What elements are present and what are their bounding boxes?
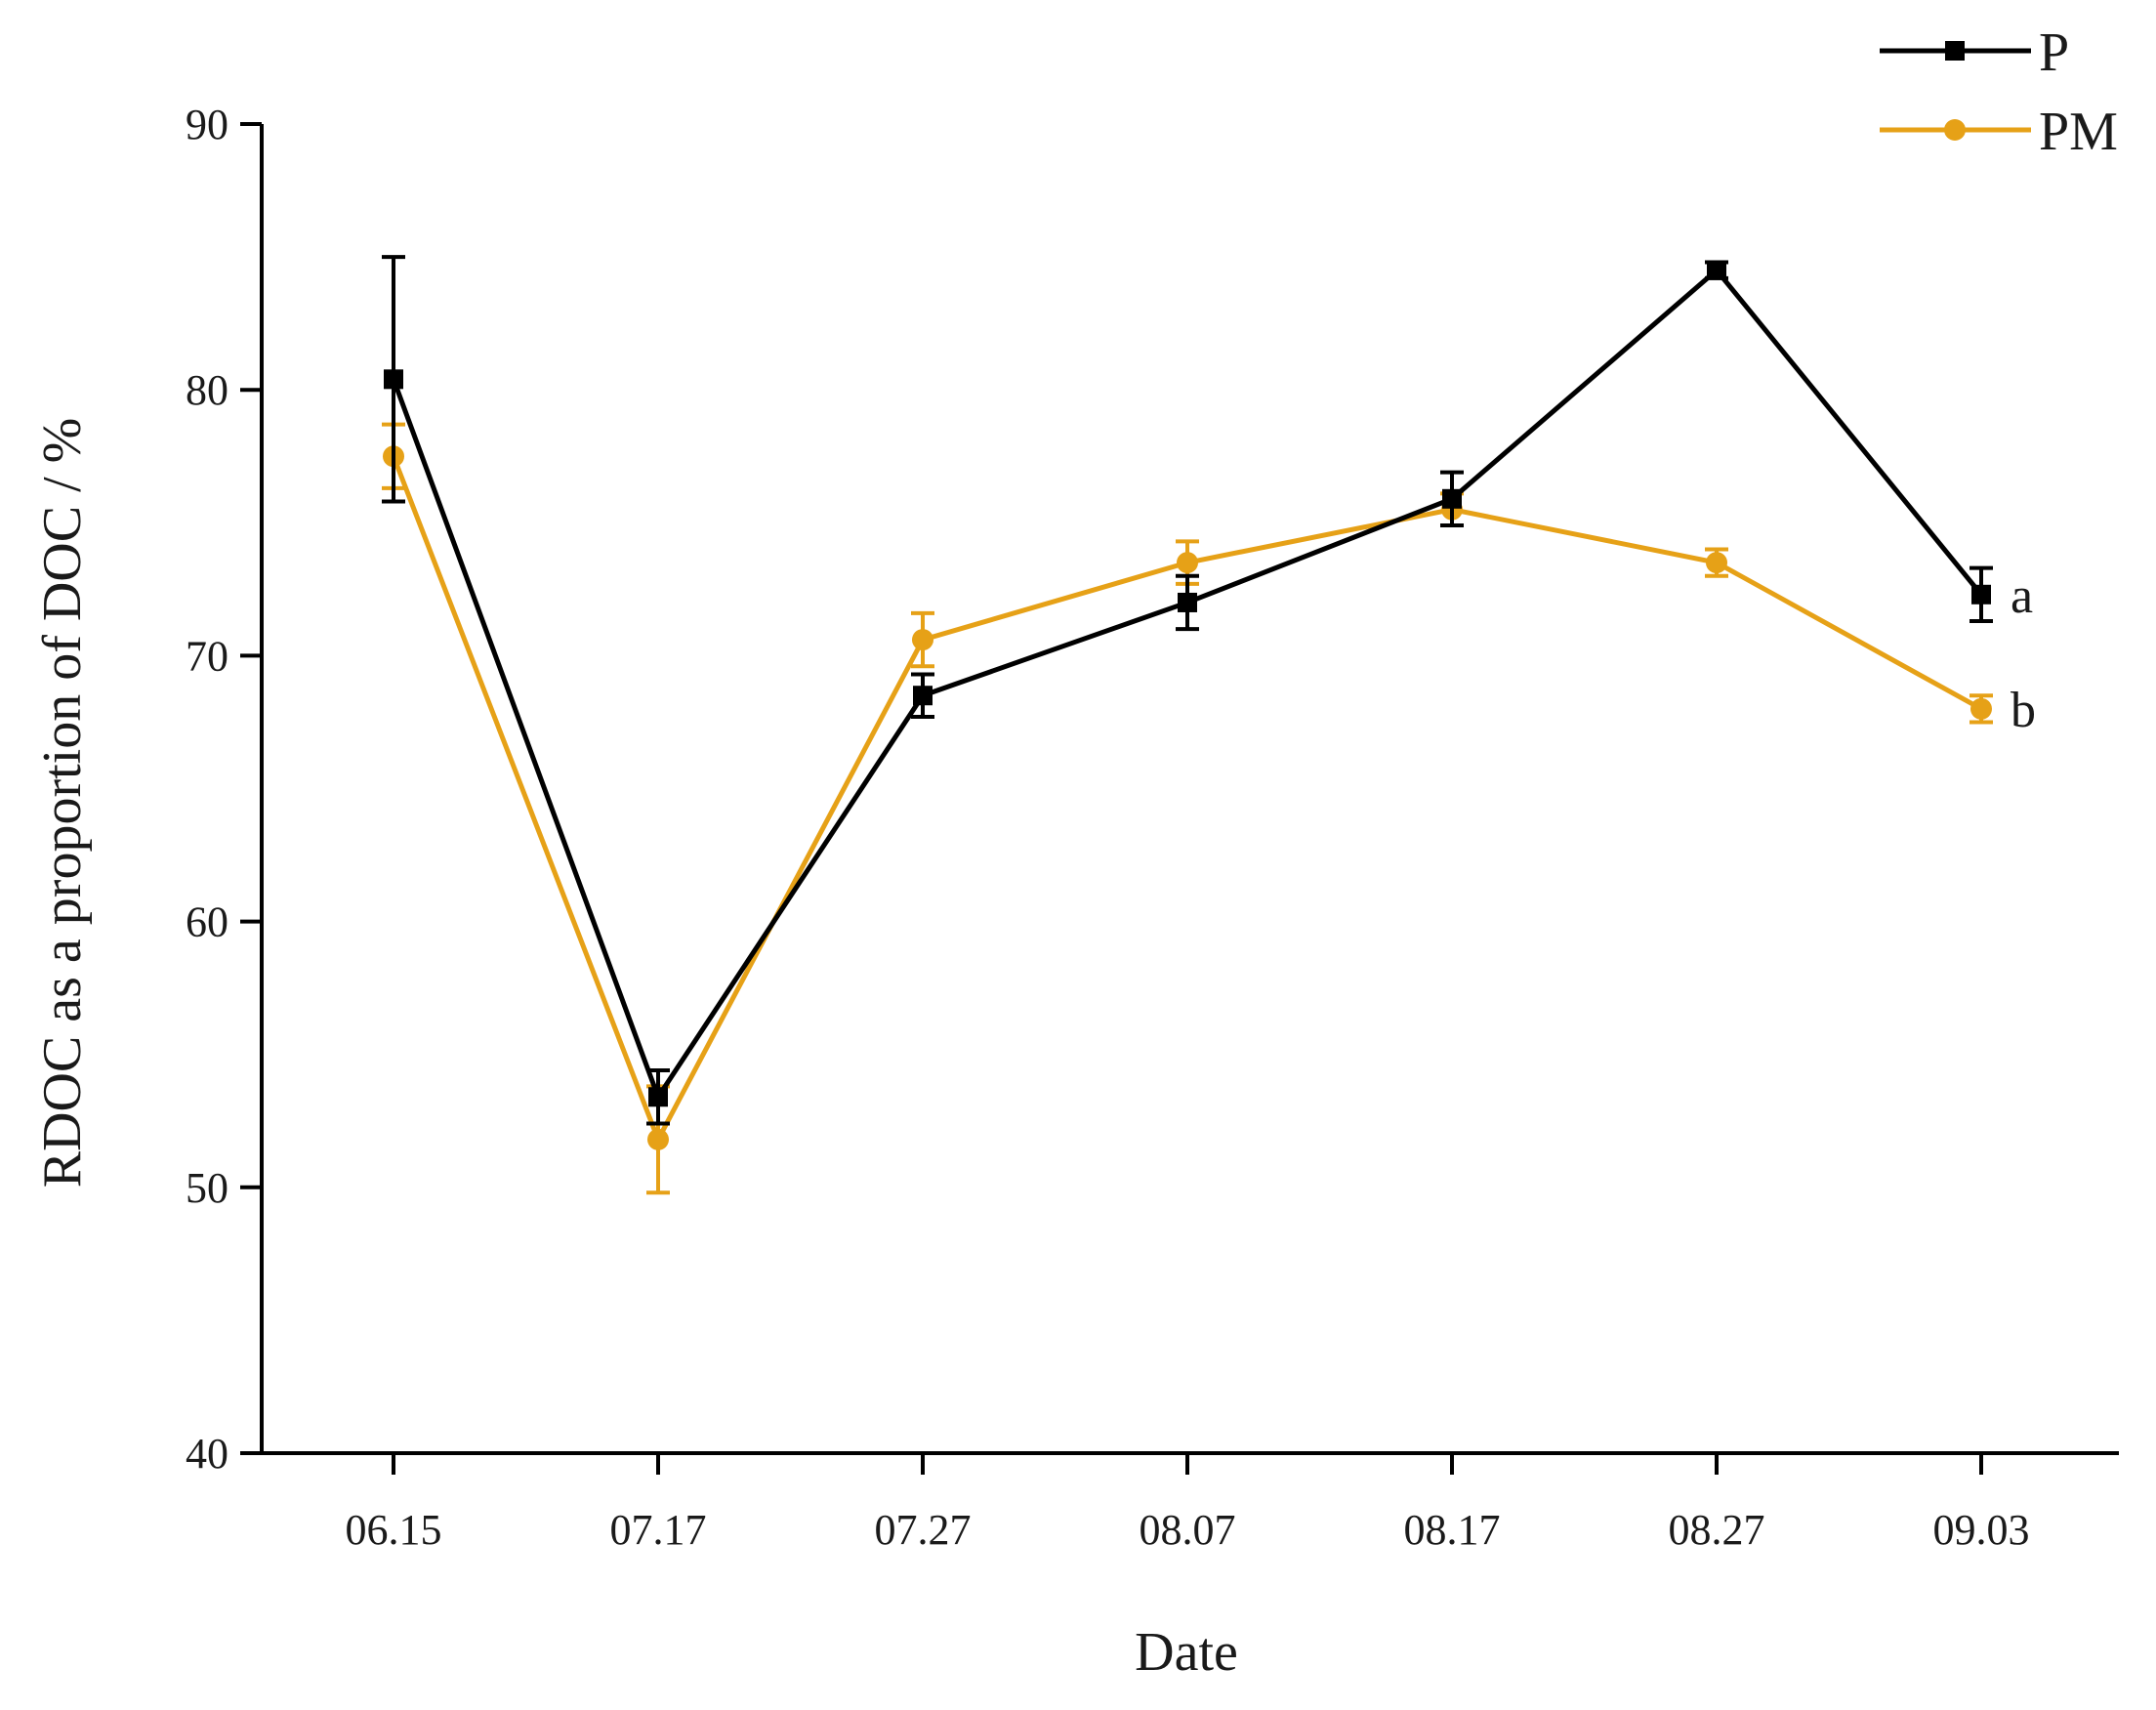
data-point bbox=[912, 629, 933, 651]
significance-label: a bbox=[2011, 568, 2033, 624]
data-point bbox=[1706, 552, 1727, 574]
data-point bbox=[1970, 697, 1992, 720]
x-tick-label: 08.27 bbox=[1669, 1506, 1765, 1554]
y-tick-label: 70 bbox=[186, 632, 228, 680]
legend-item-p: P bbox=[1880, 22, 2069, 83]
data-point bbox=[647, 1128, 669, 1150]
legend: P PM bbox=[1880, 22, 2118, 162]
x-tick-label: 07.27 bbox=[875, 1506, 972, 1554]
x-axis-title: Date bbox=[1135, 1622, 1238, 1683]
axes-layer: 40 50 60 70 80 90 06.15 07.17 07.27 08.07 08.17 08.… bbox=[186, 101, 2119, 1554]
legend-label: PM bbox=[2039, 102, 2118, 162]
x-tick-label: 08.17 bbox=[1404, 1506, 1501, 1554]
x-tick-label: 07.17 bbox=[610, 1506, 707, 1554]
data-point bbox=[384, 369, 403, 390]
data-point bbox=[1707, 260, 1726, 280]
data-point bbox=[1178, 592, 1197, 612]
y-tick-label: 50 bbox=[186, 1164, 228, 1212]
legend-label: P bbox=[2039, 22, 2069, 83]
series-layer: ba bbox=[382, 255, 2036, 1195]
y-tick-label: 40 bbox=[186, 1430, 228, 1478]
series-p: a bbox=[382, 255, 2033, 1126]
x-tick-label: 06.15 bbox=[346, 1506, 442, 1554]
significance-label: b bbox=[2011, 683, 2036, 738]
series-line bbox=[391, 267, 1983, 1103]
x-tick-label: 09.03 bbox=[1933, 1506, 2030, 1554]
data-point bbox=[648, 1087, 668, 1107]
data-point bbox=[1442, 488, 1462, 509]
series-pm: b bbox=[382, 422, 2036, 1195]
y-tick-label: 80 bbox=[186, 366, 228, 414]
y-axis-title: RDOC as a proportion of DOC / % bbox=[32, 418, 93, 1189]
legend-item-pm: PM bbox=[1880, 102, 2118, 162]
y-tick-label: 90 bbox=[186, 101, 228, 148]
legend-marker bbox=[1945, 41, 1965, 61]
data-point bbox=[1971, 584, 1991, 605]
x-tick-label: 08.07 bbox=[1140, 1506, 1236, 1554]
y-tick-label: 60 bbox=[186, 898, 228, 946]
legend-marker bbox=[1944, 119, 1966, 141]
data-point bbox=[913, 686, 933, 706]
data-point bbox=[1177, 552, 1198, 574]
